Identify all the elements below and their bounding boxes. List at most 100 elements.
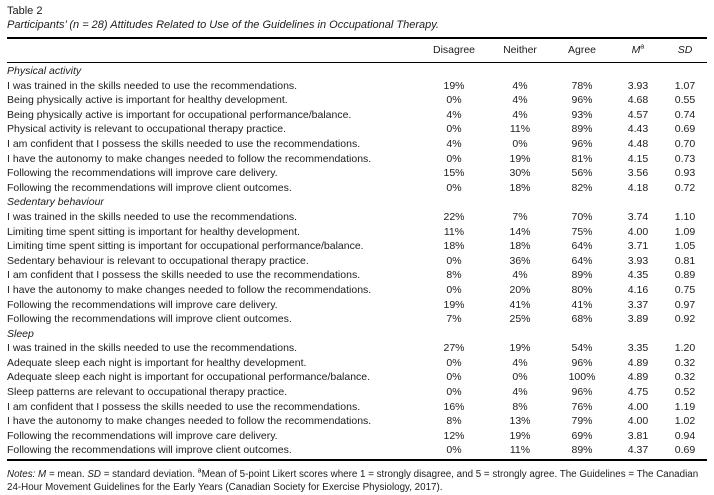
mean-value: 4.43 (627, 123, 649, 136)
section-title: Sleep (7, 327, 34, 340)
table-row: Following the recommendations will impro… (7, 430, 707, 445)
sd-value: 0.81 (674, 254, 696, 267)
neither-value: 4% (512, 356, 528, 369)
neither-value: 13% (509, 415, 531, 428)
disagree-value: 12% (443, 429, 465, 442)
table-row: Being physically active is important for… (7, 109, 707, 124)
table-row: Physical activity is relevant to occupat… (7, 123, 707, 138)
mean-value: 4.75 (627, 386, 649, 399)
row-label: Limiting time spent sitting is important… (7, 225, 300, 238)
mean-value: 4.15 (627, 152, 649, 165)
notes-sd-definition: = standard deviation. (100, 469, 198, 481)
neither-value: 18% (509, 240, 531, 253)
neither-value: 4% (512, 386, 528, 399)
agree-value: 64% (571, 240, 593, 253)
notes-m-symbol: M (38, 469, 47, 481)
disagree-value: 0% (446, 356, 462, 369)
col-header-mean: Ma (613, 38, 663, 63)
sd-value: 0.52 (674, 386, 696, 399)
neither-value: 8% (512, 400, 528, 413)
table-label: Table 2 (7, 5, 43, 17)
disagree-value: 8% (446, 415, 462, 428)
section-title: Physical activity (7, 65, 82, 77)
disagree-value: 0% (446, 94, 462, 107)
row-label: Sedentary behaviour is relevant to occup… (7, 254, 309, 267)
disagree-value: 15% (443, 167, 465, 180)
agree-value: 89% (571, 123, 593, 136)
row-label: Adequate sleep each night is important f… (7, 356, 307, 369)
disagree-value: 11% (443, 225, 465, 238)
mean-value: 4.16 (627, 283, 649, 296)
agree-value: 80% (571, 283, 593, 296)
mean-value: 4.00 (627, 415, 649, 428)
mean-value: 3.35 (627, 342, 649, 355)
mean-value: 4.18 (627, 181, 649, 194)
agree-value: 79% (571, 415, 593, 428)
mean-value: 4.00 (627, 225, 649, 238)
section-header-row: Sleep (7, 328, 707, 343)
disagree-value: 8% (446, 269, 462, 282)
table-row: I have the autonomy to make changes need… (7, 284, 707, 299)
agree-value: 89% (571, 269, 593, 282)
neither-value: 4% (512, 79, 528, 92)
agree-value: 76% (571, 400, 593, 413)
disagree-value: 18% (443, 240, 465, 253)
row-label: Following the recommendations will impro… (7, 181, 292, 194)
table-caption: Participants’ (n = 28) Attitudes Related… (7, 19, 439, 31)
col-header-agree: Agree (551, 38, 613, 63)
mean-value: 3.56 (627, 167, 649, 180)
neither-value: 14% (509, 225, 531, 238)
agree-value: 93% (571, 108, 593, 121)
table-row: Adequate sleep each night is important f… (7, 371, 707, 386)
agree-value: 68% (571, 313, 593, 326)
neither-value: 30% (509, 167, 531, 180)
agree-value: 96% (571, 94, 593, 107)
table-row: I am confident that I possess the skills… (7, 401, 707, 416)
agree-value: 54% (571, 342, 593, 355)
agree-value: 96% (571, 137, 593, 150)
neither-value: 11% (509, 444, 531, 457)
agree-value: 89% (571, 444, 593, 457)
col-header-disagree: Disagree (419, 38, 489, 63)
row-label: I am confident that I possess the skills… (7, 269, 361, 282)
table-row: Limiting time spent sitting is important… (7, 226, 707, 241)
row-label: I was trained in the skills needed to us… (7, 342, 298, 355)
sd-value: 1.05 (674, 240, 696, 253)
notes-body: Mean of 5-point Likert scores where 1 = … (7, 469, 699, 494)
row-label: I am confident that I possess the skills… (7, 400, 361, 413)
disagree-value: 0% (446, 123, 462, 136)
table-row: I have the autonomy to make changes need… (7, 415, 707, 430)
table-row: Following the recommendations will impro… (7, 313, 707, 328)
table-row: Sedentary behaviour is relevant to occup… (7, 255, 707, 270)
neither-value: 4% (512, 94, 528, 107)
sd-value: 0.73 (674, 152, 696, 165)
table-row: Following the recommendations will impro… (7, 444, 707, 460)
sd-value: 0.75 (674, 283, 696, 296)
header-row: Disagree Neither Agree Ma SD (7, 38, 707, 63)
table-row: I was trained in the skills needed to us… (7, 80, 707, 95)
notes-label: Notes: (7, 469, 39, 481)
table-row: I was trained in the skills needed to us… (7, 211, 707, 226)
section-header-row: Sedentary behaviour (7, 196, 707, 211)
agree-value: 70% (571, 210, 593, 223)
agree-value: 100% (568, 371, 596, 384)
neither-value: 4% (512, 269, 528, 282)
section-title: Sedentary behaviour (7, 196, 104, 209)
row-label: Limiting time spent sitting is important… (7, 240, 364, 253)
table-row: Following the recommendations will impro… (7, 167, 707, 182)
table-notes: Notes: M = mean. SD = standard deviation… (7, 468, 707, 494)
disagree-value: 0% (446, 444, 462, 457)
disagree-value: 0% (446, 371, 462, 384)
row-label: Following the recommendations will impro… (7, 167, 278, 180)
row-label: Following the recommendations will impro… (7, 313, 292, 326)
sd-value: 0.69 (674, 123, 696, 136)
disagree-value: 0% (446, 283, 462, 296)
neither-value: 11% (509, 123, 531, 136)
row-label: Adequate sleep each night is important f… (7, 371, 371, 384)
sd-value: 1.19 (674, 400, 696, 413)
agree-value: 56% (571, 167, 593, 180)
neither-value: 25% (509, 313, 531, 326)
disagree-value: 0% (446, 386, 462, 399)
table-row: I am confident that I possess the skills… (7, 269, 707, 284)
